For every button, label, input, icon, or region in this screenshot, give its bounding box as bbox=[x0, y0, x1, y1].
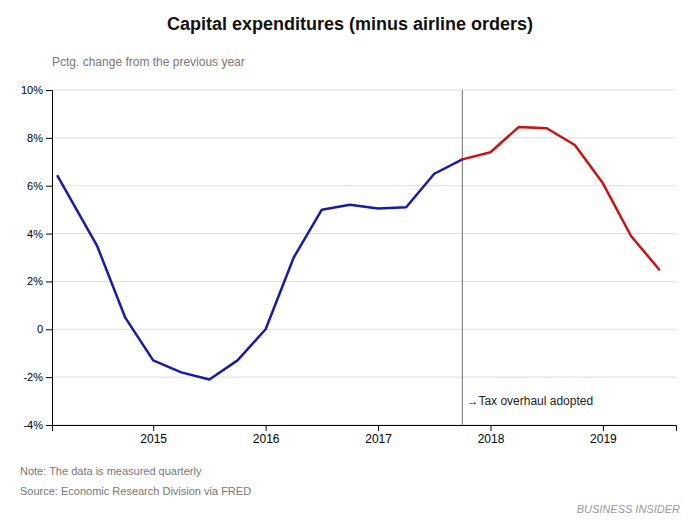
y-axis: -4% -2% 0 2% 4% 6% 8% 10% bbox=[21, 84, 53, 431]
x-axis: 2015 2016 2017 2018 2019 bbox=[53, 425, 677, 446]
tick: 2017 bbox=[365, 425, 392, 446]
tick-mark bbox=[153, 425, 154, 431]
annotation: →Tax overhaul adopted bbox=[466, 394, 593, 408]
tick: -4% bbox=[23, 419, 52, 431]
tick: 2016 bbox=[253, 425, 280, 446]
tick-label: -4% bbox=[23, 419, 43, 431]
tick-label: 2019 bbox=[590, 432, 617, 446]
tick-mark bbox=[46, 281, 52, 282]
tick-label: 10% bbox=[21, 84, 43, 96]
tick: 4% bbox=[27, 228, 52, 240]
grid-line bbox=[52, 137, 676, 138]
tick: 8% bbox=[27, 132, 52, 144]
axis-line bbox=[46, 91, 53, 426]
tick: -2% bbox=[23, 371, 52, 383]
tick-label: 2017 bbox=[365, 432, 392, 446]
source: Source: Economic Research Division via F… bbox=[20, 485, 251, 497]
tick: 2019 bbox=[590, 425, 617, 446]
tick: 0 bbox=[37, 323, 52, 335]
axis-line bbox=[53, 426, 677, 432]
tick-label: -2% bbox=[23, 371, 43, 383]
tick-mark bbox=[46, 329, 52, 330]
tick-mark bbox=[378, 425, 379, 431]
tick: 2% bbox=[27, 275, 52, 287]
tick-mark bbox=[46, 90, 52, 91]
line bbox=[462, 127, 659, 269]
grid-line bbox=[52, 377, 676, 378]
grid bbox=[52, 90, 676, 425]
tick-label: 8% bbox=[27, 132, 43, 144]
plot-area: 2015 2016 2017 2018 2019 -4% -2% 0 2% 4% 6% 8% 10% →T… bbox=[21, 84, 677, 446]
subtitle: Pctg. change from the previous year bbox=[52, 55, 245, 69]
tick-label: 4% bbox=[27, 228, 43, 240]
tick-mark bbox=[490, 425, 491, 431]
chart: Capital expenditures (minus airline orde… bbox=[0, 0, 700, 525]
tick-mark bbox=[46, 234, 52, 235]
line bbox=[58, 159, 463, 379]
tick-label: 0 bbox=[37, 323, 43, 335]
tick: 2015 bbox=[140, 425, 167, 446]
tick-label: 2018 bbox=[478, 432, 505, 446]
reference-line bbox=[462, 90, 463, 425]
tick-mark bbox=[46, 425, 52, 426]
tick-mark bbox=[46, 138, 52, 139]
tick-mark bbox=[603, 425, 604, 431]
tick-mark bbox=[46, 377, 52, 378]
grid-line bbox=[52, 329, 676, 330]
tick: 2018 bbox=[478, 425, 505, 446]
grid-line bbox=[52, 185, 676, 186]
tick-label: 6% bbox=[27, 180, 43, 192]
marks bbox=[58, 90, 660, 425]
grid-line bbox=[52, 281, 676, 282]
tick-mark bbox=[46, 186, 52, 187]
tick: 10% bbox=[21, 84, 52, 96]
grid-line bbox=[52, 90, 676, 91]
note: Note: The data is measured quarterly bbox=[20, 465, 202, 477]
title: Capital expenditures (minus airline orde… bbox=[167, 14, 533, 34]
tick-label: 2% bbox=[27, 275, 43, 287]
grid-line bbox=[52, 233, 676, 234]
tick-label: 2015 bbox=[140, 432, 167, 446]
tick-mark bbox=[266, 425, 267, 431]
tick-label: 2016 bbox=[253, 432, 280, 446]
tick: 6% bbox=[27, 180, 52, 192]
watermark: BUSINESS INSIDER bbox=[577, 503, 680, 515]
